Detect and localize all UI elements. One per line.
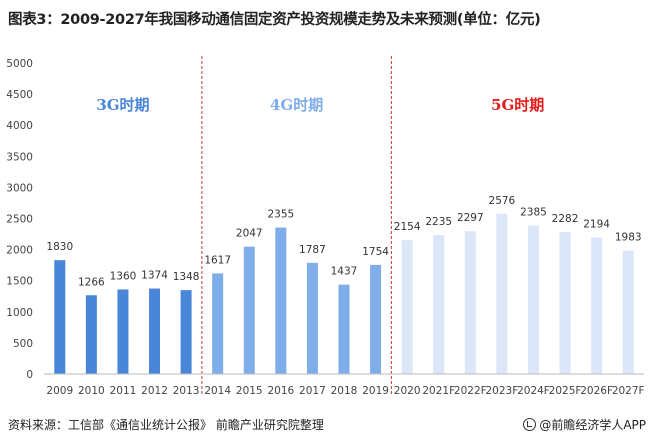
- period-label: 5G时期: [491, 96, 544, 114]
- brand-text: @前瞻经济学人APP: [539, 418, 646, 432]
- x-tick-label: 2024F: [517, 385, 550, 397]
- x-axis: 2009 2010 2011 2012 2013 2014 2015 2016 2017 2018…: [44, 373, 645, 397]
- y-tick-label: 1000: [6, 307, 33, 319]
- x-tick-label: 2010: [78, 385, 105, 397]
- x-tick-label: 2025F: [549, 385, 582, 397]
- bar-2014: [212, 273, 224, 374]
- bar-value-label: 1754: [362, 246, 389, 258]
- x-tick-label: 2019: [362, 385, 389, 397]
- bar-2021F: [433, 234, 445, 374]
- brand-credit: @前瞻经济学人APP: [523, 416, 646, 433]
- bar-value-label: 1374: [141, 270, 168, 282]
- bar-value-label: 1348: [173, 271, 200, 283]
- bar-2010: [85, 295, 97, 374]
- x-tick-label: 2026F: [580, 385, 613, 397]
- bar-2026F: [591, 237, 603, 374]
- bar-2012: [149, 288, 161, 374]
- y-tick-label: 4500: [6, 89, 33, 101]
- bar-2009: [54, 260, 66, 374]
- bar-2016: [275, 227, 287, 374]
- bar-2011: [117, 289, 129, 374]
- bar-2022F: [464, 231, 476, 374]
- chart-title: 图表3：2009-2027年我国移动通信固定资产投资规模走势及未来预测(单位：亿…: [8, 12, 541, 28]
- bar-value-label: 1437: [331, 266, 358, 278]
- y-tick-label: 1500: [6, 276, 33, 288]
- x-tick-label: 2023F: [486, 385, 519, 397]
- bar-2019: [370, 264, 382, 374]
- bar-value-label: 1830: [46, 241, 73, 253]
- bar-value-label: 1787: [299, 244, 326, 256]
- y-tick-label: 500: [13, 338, 33, 350]
- bar-2025F: [559, 232, 571, 374]
- bar-2023F: [496, 213, 508, 374]
- bar-2018: [338, 284, 350, 374]
- x-tick-label: 2016: [267, 385, 294, 397]
- x-tick-label: 2017: [299, 385, 326, 397]
- x-tick-label: 2009: [46, 385, 73, 397]
- x-tick-label: 2027F: [612, 385, 645, 397]
- x-tick-label: 2021F: [422, 385, 455, 397]
- bar-value-label: 2355: [267, 209, 294, 221]
- bar-value-label: 2194: [583, 219, 610, 231]
- bar-chart: 0 500 1000 1500 2000 2500 3000 3500 4000 4500 5000…: [6, 56, 645, 397]
- value-labels: 1830 1266 1360 1374 1348 1617 2047 2355 1787 1437…: [46, 195, 641, 288]
- y-axis: 0 500 1000 1500 2000 2500 3000 3500 4000 4500 5000: [6, 58, 33, 381]
- x-tick-label: 2011: [110, 385, 137, 397]
- x-tick-label: 2022F: [454, 385, 487, 397]
- y-tick-label: 3500: [6, 151, 33, 163]
- x-tick-label: 2014: [204, 385, 231, 397]
- bar-2013: [180, 290, 192, 374]
- x-tick-label: 2013: [173, 385, 200, 397]
- bar-value-label: 2385: [520, 207, 547, 219]
- y-tick-label: 0: [26, 369, 33, 381]
- bar-value-label: 1266: [78, 276, 105, 288]
- bar-value-label: 2235: [425, 216, 452, 228]
- brand-logo-icon: [523, 418, 537, 431]
- x-tick-label: 2015: [236, 385, 263, 397]
- bar-2020: [401, 240, 413, 374]
- bar-2027F: [622, 250, 634, 374]
- x-tick-label: 2012: [141, 385, 168, 397]
- bar-value-label: 2154: [394, 221, 421, 233]
- y-tick-label: 5000: [6, 58, 33, 70]
- bar-2015: [243, 246, 255, 374]
- period-dividers: [201, 56, 392, 395]
- y-tick-label: 3000: [6, 182, 33, 194]
- period-label: 3G时期: [96, 96, 149, 114]
- bar-value-label: 1617: [204, 254, 231, 266]
- x-tick-label: 2020: [394, 385, 421, 397]
- bar-2017: [306, 262, 318, 374]
- bars: [54, 213, 634, 374]
- bar-value-label: 2282: [552, 213, 579, 225]
- bar-value-label: 2576: [489, 195, 516, 207]
- period-labels: 3G时期 4G时期 5G时期: [96, 96, 544, 114]
- source-note: 资料来源：工信部《通信业统计公报》 前瞻产业研究院整理: [8, 418, 324, 432]
- bar-value-label: 1360: [110, 270, 137, 282]
- bar-value-label: 2297: [457, 212, 484, 224]
- x-tick-label: 2018: [331, 385, 358, 397]
- bar-value-label: 1983: [615, 232, 642, 244]
- period-label: 4G时期: [270, 96, 323, 114]
- y-tick-label: 2500: [6, 214, 33, 226]
- bar-value-label: 2047: [236, 228, 263, 240]
- bar-2024F: [527, 225, 539, 374]
- y-tick-label: 4000: [6, 120, 33, 132]
- y-tick-label: 2000: [6, 245, 33, 257]
